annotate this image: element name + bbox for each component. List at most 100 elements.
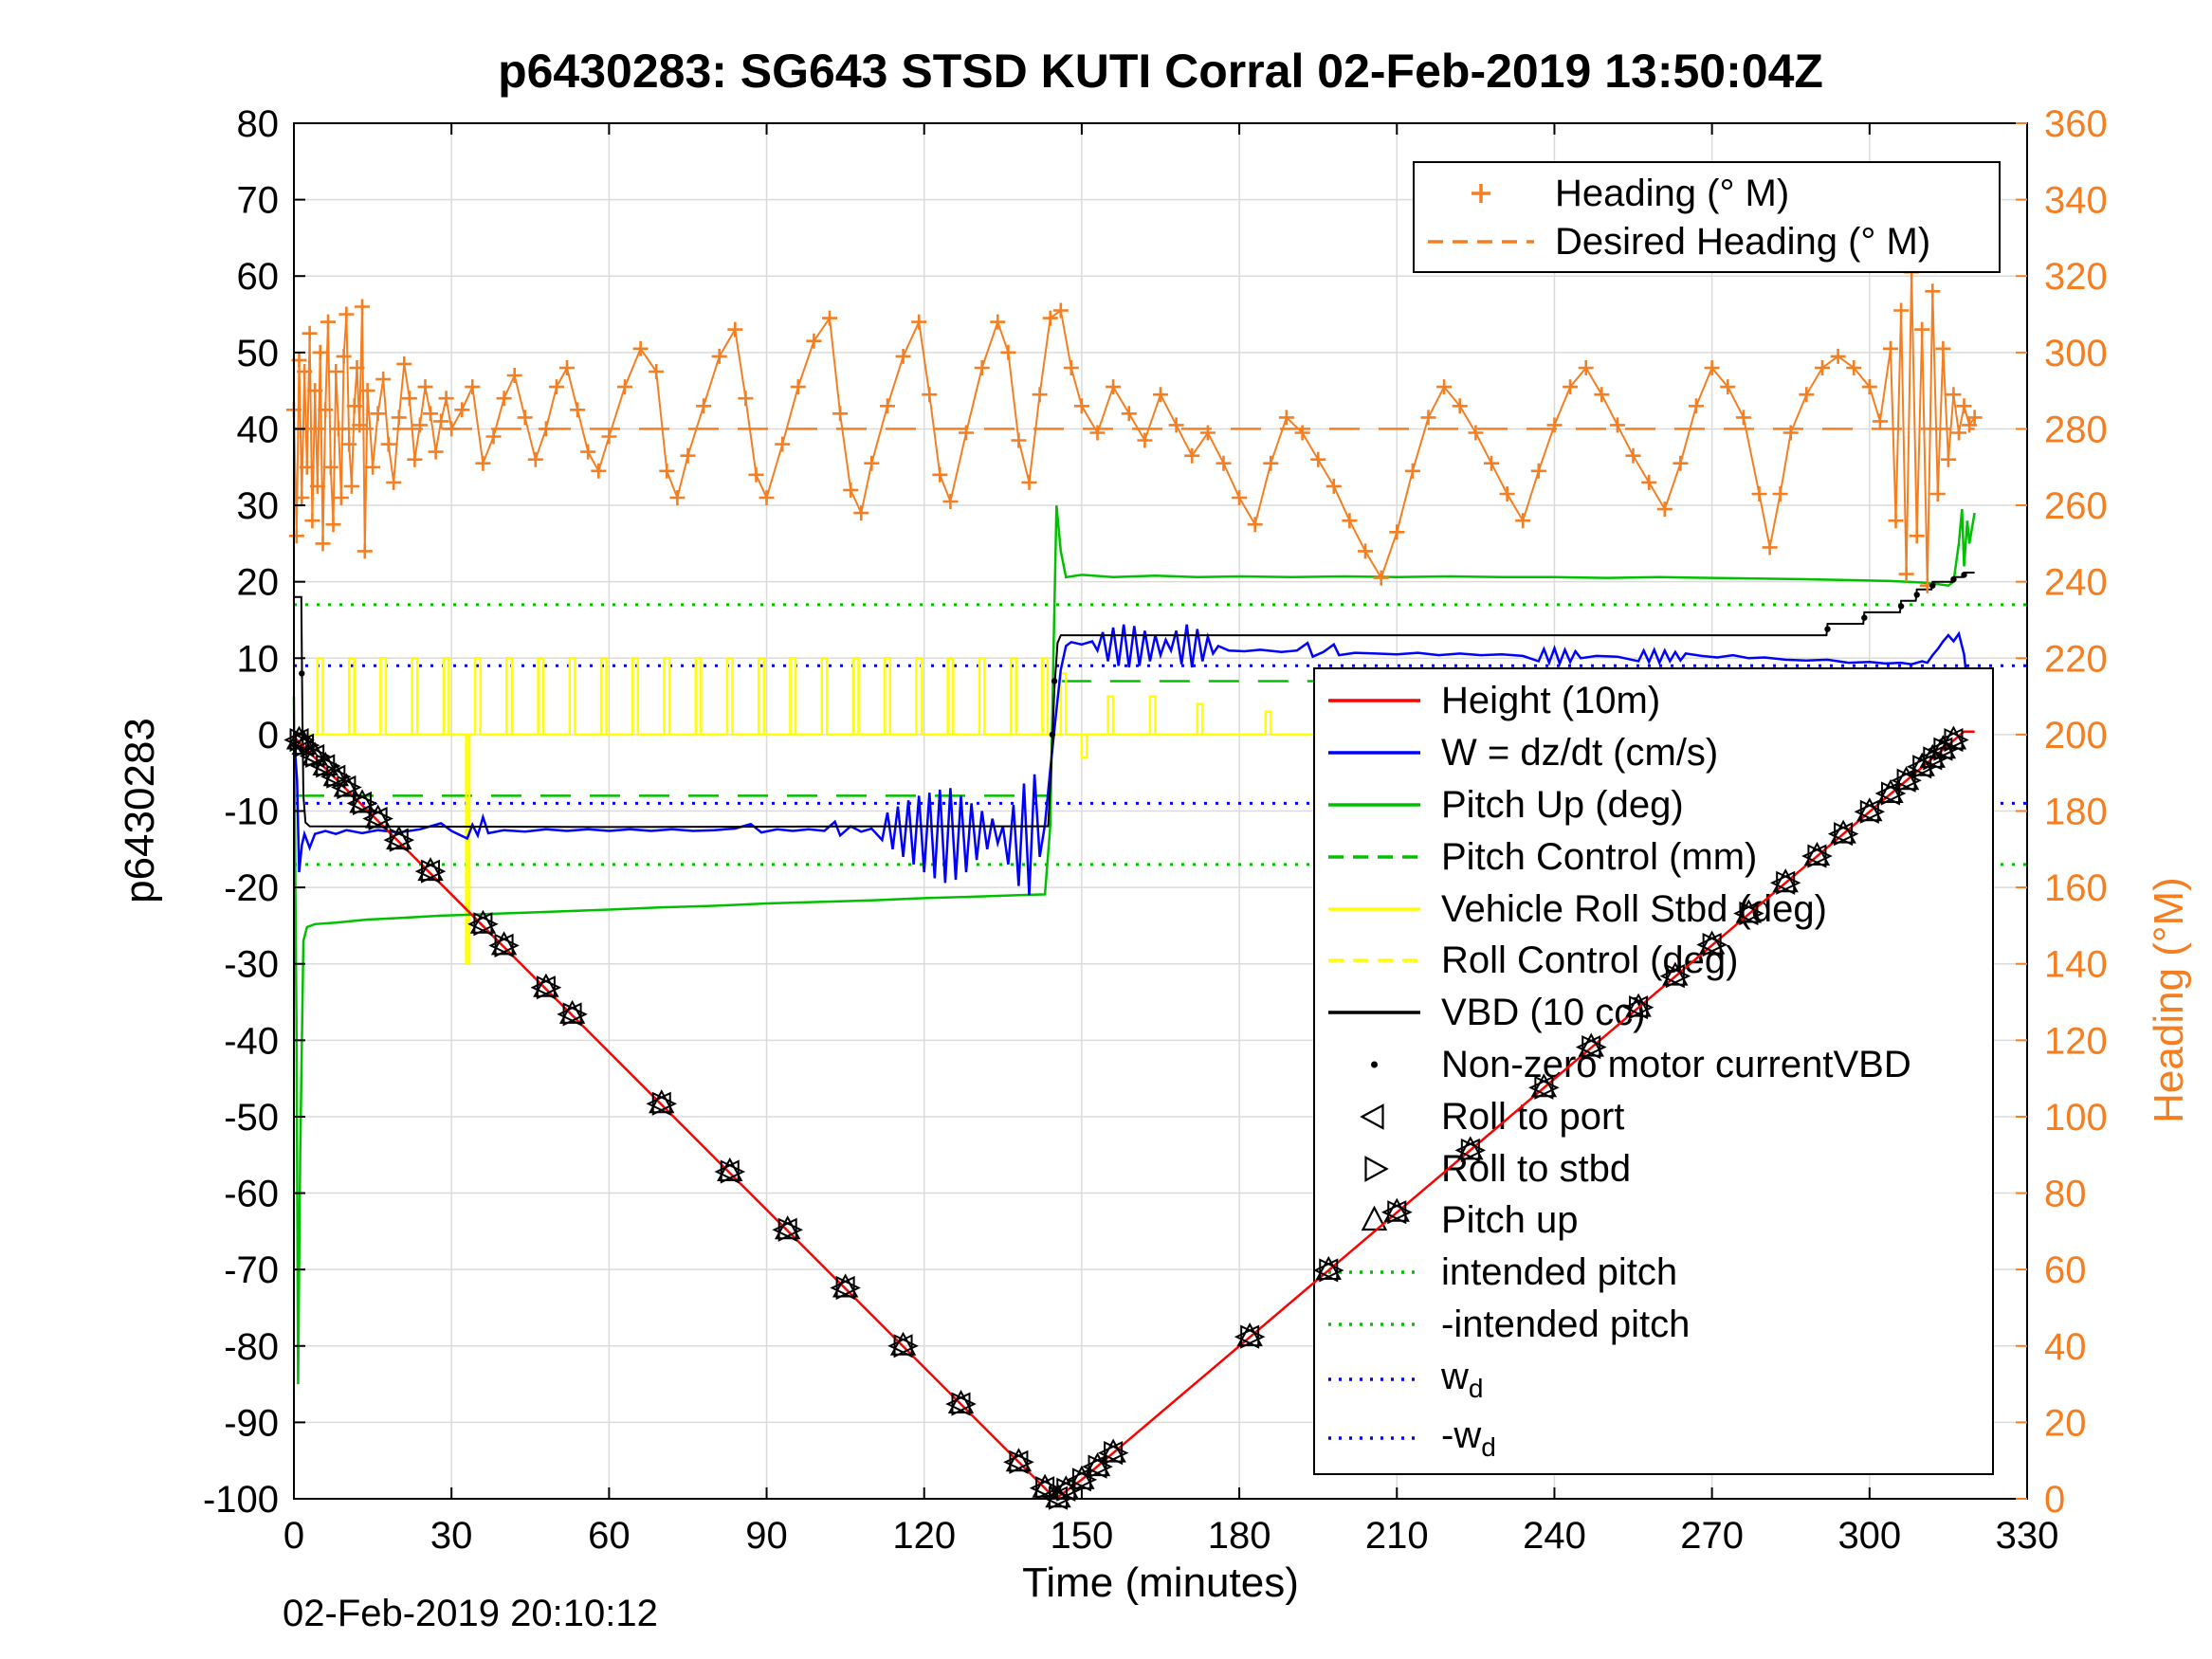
y-left-tick-label: 30 bbox=[237, 485, 280, 527]
y-right-tick-label: 220 bbox=[2044, 638, 2108, 680]
legend-sample-tri-left bbox=[1360, 1103, 1384, 1130]
y-right-tick-label: 60 bbox=[2044, 1249, 2087, 1291]
y-right-tick-label: 20 bbox=[2044, 1402, 2087, 1444]
legend-sample-line bbox=[1328, 906, 1420, 911]
y-left-tick-label: 20 bbox=[237, 562, 280, 604]
y-right-tick-label: 300 bbox=[2044, 333, 2108, 374]
y-left-tick-label: -40 bbox=[224, 1020, 279, 1062]
legend-item-label: intended pitch bbox=[1441, 1251, 1678, 1294]
plot-timestamp: 02-Feb-2019 20:10:12 bbox=[283, 1593, 658, 1634]
legend-sample-dot bbox=[1328, 1270, 1420, 1274]
y-left-tick-label: 80 bbox=[237, 103, 280, 145]
legend-item: VBD (10 cc) bbox=[1325, 994, 1983, 1031]
legend-item-label: Roll Control (deg) bbox=[1441, 939, 1739, 982]
legend-item: Height (10m) bbox=[1325, 682, 1983, 720]
x-tick-label: 330 bbox=[1996, 1515, 2059, 1557]
legend-item: Desired Heading (° M) bbox=[1424, 223, 1989, 261]
x-tick-label: 300 bbox=[1837, 1515, 1901, 1557]
x-tick-label: 0 bbox=[283, 1515, 304, 1557]
legend-item: W = dz/dt (cm/s) bbox=[1325, 734, 1983, 772]
legend-item: Heading (° M) bbox=[1424, 174, 1989, 212]
y-left-tick-label: -10 bbox=[224, 792, 279, 833]
legend-item-label: W = dz/dt (cm/s) bbox=[1441, 732, 1719, 775]
y-axis-left-label: p6430283 bbox=[117, 718, 163, 903]
y-right-tick-label: 200 bbox=[2044, 715, 2108, 757]
y-right-tick-label: 360 bbox=[2044, 103, 2108, 145]
y-right-tick-label: 140 bbox=[2044, 944, 2108, 986]
x-tick-label: 240 bbox=[1523, 1515, 1586, 1557]
y-left-tick-label: -100 bbox=[203, 1479, 279, 1521]
legend-item-label: Non-zero motor currentVBD bbox=[1441, 1043, 1911, 1085]
x-tick-label: 150 bbox=[1051, 1515, 1114, 1557]
legend-item: Vehicle Roll Stbd (deg) bbox=[1325, 890, 1983, 928]
legend-item-label: Pitch up bbox=[1441, 1199, 1579, 1242]
legend-item: Pitch Control (mm) bbox=[1325, 838, 1983, 876]
legend-item-label: Vehicle Roll Stbd (deg) bbox=[1441, 887, 1827, 930]
legend-item: -intended pitch bbox=[1325, 1305, 1983, 1343]
legend-item-label: Desired Heading (° M) bbox=[1555, 220, 1931, 263]
y-left-tick-label: 70 bbox=[237, 180, 280, 222]
y-right-tick-label: 260 bbox=[2044, 485, 2108, 527]
x-tick-label: 180 bbox=[1208, 1515, 1271, 1557]
legend-sample-dot bbox=[1328, 1436, 1420, 1440]
legend-item: Roll to stbd bbox=[1325, 1150, 1983, 1188]
y-right-tick-label: 100 bbox=[2044, 1097, 2108, 1139]
series-heading bbox=[293, 272, 1976, 586]
y-right-tick-label: 340 bbox=[2044, 180, 2108, 222]
y-right-tick-label: 180 bbox=[2044, 792, 2108, 833]
axes: 0 30 60 90 120 150 180 210 240 270 300 330-100-90-8… bbox=[203, 103, 2108, 1557]
legend-main: Height (10m) W = dz/dt (cm/s) Pitch Up (de… bbox=[1313, 667, 1994, 1475]
y-left-tick-label: -60 bbox=[224, 1174, 279, 1215]
legend-item-label: VBD (10 cc) bbox=[1441, 992, 1646, 1034]
y-left-tick-label: 0 bbox=[258, 715, 279, 757]
x-axis-label: Time (minutes) bbox=[1022, 1559, 1299, 1606]
legend-item-label: wd bbox=[1441, 1355, 1484, 1403]
y-left-tick-label: -50 bbox=[224, 1097, 279, 1139]
legend-item-label: Pitch Up (deg) bbox=[1441, 783, 1684, 826]
y-left-tick-label: -20 bbox=[224, 867, 279, 909]
legend-sample-dot bbox=[1328, 1377, 1420, 1381]
legend-item: Pitch up bbox=[1325, 1201, 1983, 1239]
legend-item-label: -intended pitch bbox=[1441, 1303, 1691, 1345]
y-right-tick-label: 280 bbox=[2044, 409, 2108, 450]
legend-sample-dash bbox=[1328, 855, 1420, 859]
legend-sample-line bbox=[1328, 803, 1420, 807]
legend-item: wd bbox=[1325, 1358, 1983, 1402]
legend-item: Roll to port bbox=[1325, 1098, 1983, 1136]
legend-item: Roll Control (deg) bbox=[1325, 941, 1983, 979]
y-left-tick-label: -70 bbox=[224, 1249, 279, 1291]
y-right-tick-label: 120 bbox=[2044, 1020, 2108, 1062]
x-tick-label: 210 bbox=[1365, 1515, 1429, 1557]
legend-item-label: Roll to stbd bbox=[1441, 1147, 1632, 1190]
legend-sample-tri-up bbox=[1361, 1205, 1388, 1231]
legend-item: Non-zero motor currentVBD bbox=[1325, 1046, 1983, 1084]
legend-item: Pitch Up (deg) bbox=[1325, 786, 1983, 824]
legend-sample-line bbox=[1328, 699, 1420, 703]
legend-item-label: Pitch Control (mm) bbox=[1441, 835, 1758, 878]
y-left-tick-label: 10 bbox=[237, 638, 280, 680]
y-right-tick-label: 40 bbox=[2044, 1326, 2087, 1368]
y-right-tick-label: 0 bbox=[2044, 1479, 2065, 1521]
legend-item-label: Height (10m) bbox=[1441, 680, 1661, 722]
legend-item: intended pitch bbox=[1325, 1253, 1983, 1291]
legend-sample-line bbox=[1328, 1011, 1420, 1014]
legend-sample-plus bbox=[1472, 183, 1490, 203]
legend-item: -wd bbox=[1325, 1416, 1983, 1461]
legend-item-label: Roll to port bbox=[1441, 1095, 1625, 1138]
y-right-tick-label: 80 bbox=[2044, 1174, 2087, 1215]
legend-item-label: -wd bbox=[1441, 1413, 1496, 1462]
x-tick-label: 60 bbox=[588, 1515, 631, 1557]
legend-sample-line bbox=[1328, 751, 1420, 755]
y-right-tick-label: 320 bbox=[2044, 256, 2108, 298]
y-axis-right-label: Heading (°M) bbox=[2146, 877, 2192, 1123]
y-left-tick-label: -80 bbox=[224, 1326, 279, 1368]
y-left-tick-label: -90 bbox=[224, 1402, 279, 1444]
legend-sample-dash bbox=[1428, 239, 1534, 244]
legend-sample-tri-right bbox=[1364, 1155, 1389, 1182]
y-right-tick-label: 240 bbox=[2044, 562, 2108, 604]
y-left-tick-label: 60 bbox=[237, 256, 280, 298]
legend-sample-dot bbox=[1328, 1322, 1420, 1326]
legend-sample-dash bbox=[1328, 958, 1420, 963]
y-left-tick-label: 50 bbox=[237, 333, 280, 374]
y-left-tick-label: 40 bbox=[237, 409, 280, 450]
